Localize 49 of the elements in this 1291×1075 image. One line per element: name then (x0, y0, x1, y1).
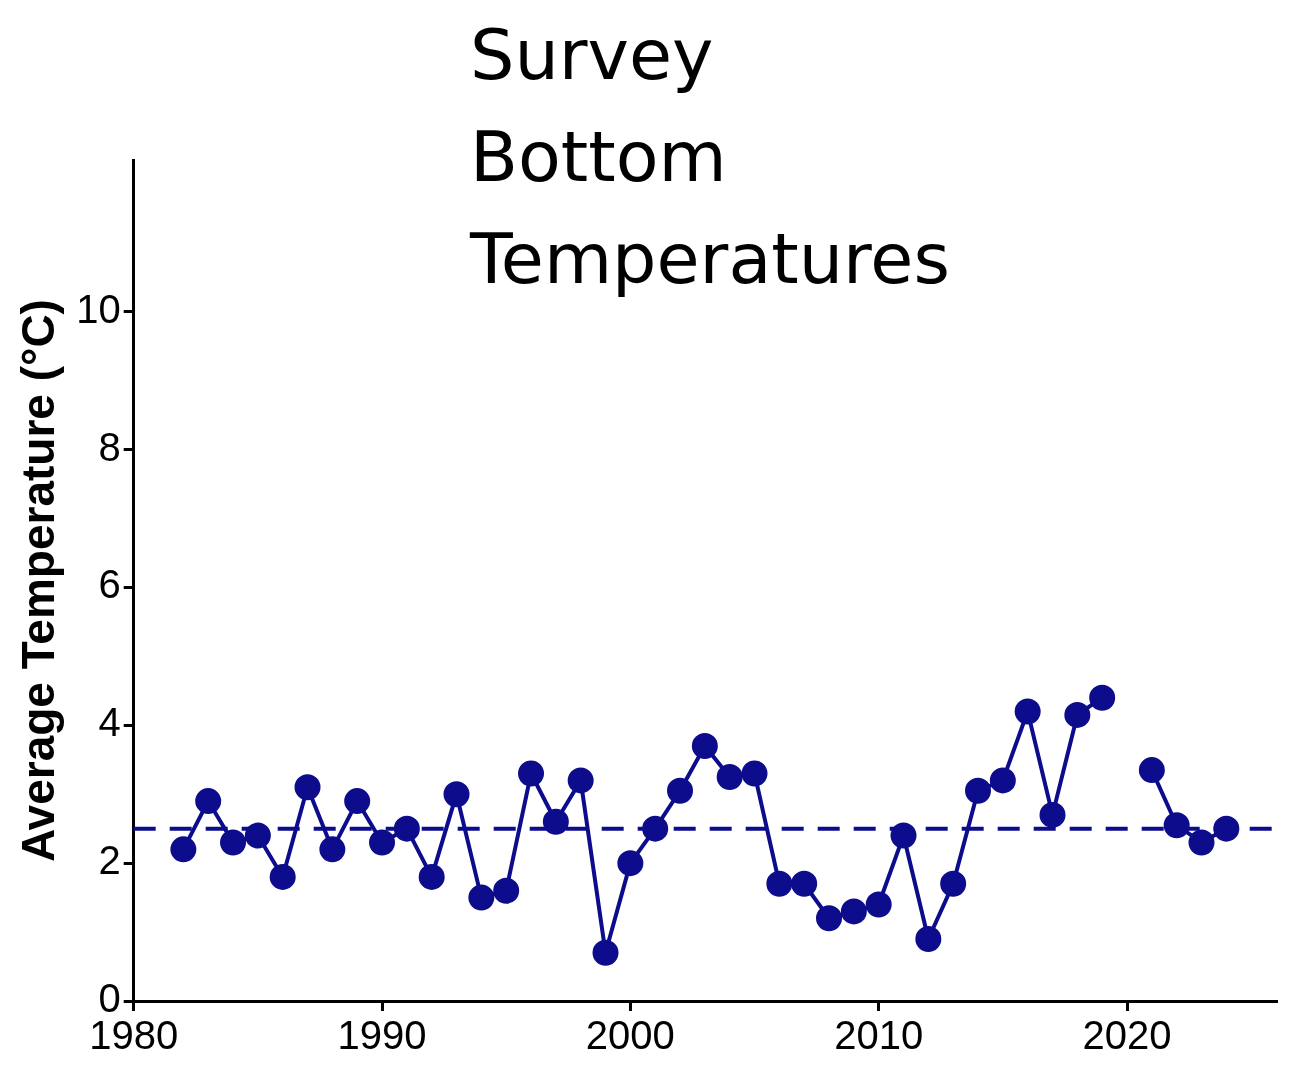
point (865, 891, 892, 918)
point (369, 829, 396, 856)
point (840, 898, 867, 925)
point (393, 815, 420, 842)
point (195, 788, 222, 815)
point (542, 808, 569, 835)
point (220, 829, 247, 856)
y-tick-label: 2 (98, 838, 121, 883)
point (567, 767, 594, 794)
y-tick-label: 4 (98, 700, 121, 745)
point (418, 863, 445, 890)
point (1014, 698, 1041, 725)
point (1089, 684, 1116, 711)
point (667, 777, 694, 804)
point (518, 760, 545, 787)
x-tick-label: 2000 (585, 1013, 675, 1058)
point (816, 905, 843, 932)
point (443, 781, 470, 808)
point (269, 863, 296, 890)
y-tick-label: 8 (98, 424, 121, 469)
y-tick-label: 10 (76, 286, 121, 331)
point (716, 763, 743, 790)
x-tick-label: 1990 (337, 1013, 427, 1058)
point (1039, 801, 1066, 828)
point (1188, 829, 1215, 856)
point (791, 870, 818, 897)
point (741, 760, 768, 787)
point (940, 870, 967, 897)
point (344, 788, 371, 815)
point (294, 774, 321, 801)
point (592, 939, 619, 966)
x-tick-label: 2010 (834, 1013, 924, 1058)
point (766, 870, 793, 897)
point (915, 925, 942, 952)
point (170, 836, 197, 863)
point (965, 777, 992, 804)
point (468, 884, 495, 911)
point (319, 836, 346, 863)
point (1064, 701, 1091, 728)
point (1138, 757, 1165, 784)
point (617, 850, 644, 877)
point (1163, 812, 1190, 839)
y-tick-label: 6 (98, 562, 121, 607)
y-axis-title: Average Temperature (°C) (12, 299, 65, 862)
point (691, 732, 718, 759)
chart-title: Survey Bottom Temperatures (470, 13, 950, 302)
point (989, 767, 1016, 794)
point (493, 877, 520, 904)
x-tick-label: 2020 (1082, 1013, 1172, 1058)
